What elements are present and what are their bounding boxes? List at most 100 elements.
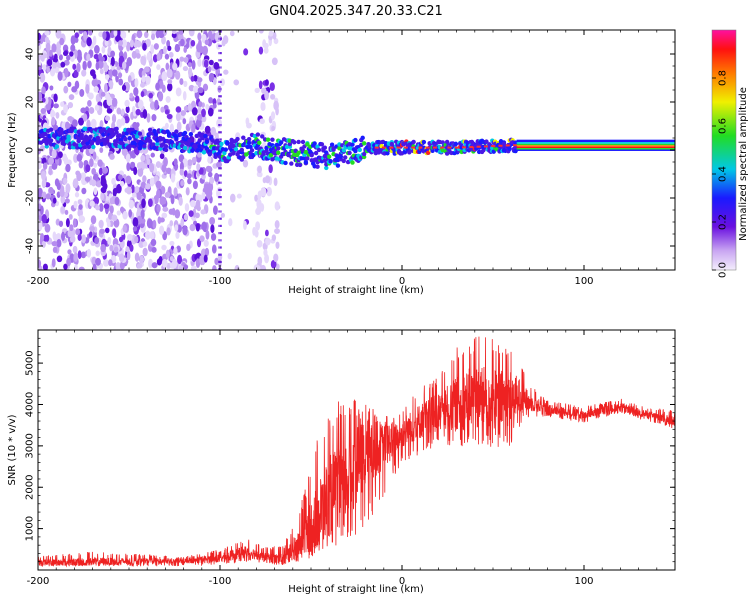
noise-speck [134, 252, 140, 262]
noise-speck [161, 212, 168, 219]
trace-speck [241, 135, 246, 140]
noise-speck [161, 71, 168, 82]
column-speck [218, 59, 220, 62]
noise-speck [111, 214, 118, 222]
trace-speck [305, 142, 310, 147]
noise-speck [271, 234, 277, 242]
noise-speck [89, 200, 95, 207]
noise-speck [210, 233, 217, 241]
noise-speck [46, 66, 51, 73]
noise-speck [120, 108, 125, 116]
trace-peak [498, 144, 503, 147]
noise-speck [91, 168, 97, 175]
noise-speck [159, 196, 165, 206]
column-speck [220, 88, 222, 91]
noise-speck [116, 107, 122, 115]
noise-speck [111, 113, 117, 124]
noise-speck [48, 156, 55, 165]
noise-speck [173, 247, 178, 255]
noise-speck [84, 176, 91, 182]
noise-speck [57, 71, 63, 81]
noise-speck [204, 39, 210, 46]
noise-speck [131, 50, 137, 59]
column-speck [220, 138, 222, 141]
noise-speck [137, 167, 144, 177]
noise-speck [179, 168, 184, 176]
noise-speck [53, 103, 59, 109]
trace-speck [147, 138, 153, 144]
noise-speck [151, 33, 156, 41]
noise-speck [132, 192, 137, 198]
steady-band [516, 146, 675, 149]
column-speck [218, 188, 220, 191]
noise-speck [142, 240, 148, 247]
noise-speck [103, 203, 110, 210]
noise-speck [201, 221, 207, 231]
colorbar-tick-label: 0.4 [718, 166, 729, 182]
noise-speck [146, 113, 151, 123]
steady-band [516, 143, 675, 146]
noise-speck [197, 87, 204, 94]
noise-speck [233, 79, 240, 86]
noise-speck [261, 104, 266, 111]
noise-speck [199, 255, 204, 266]
noise-speck [264, 253, 270, 264]
trace-speck [260, 134, 265, 139]
trace-speck [142, 144, 147, 149]
noise-speck [172, 62, 178, 71]
noise-speck [275, 241, 280, 249]
noise-speck [112, 189, 117, 197]
noise-speck [207, 155, 212, 164]
noise-speck [99, 203, 104, 212]
noise-speck [57, 151, 63, 159]
noise-speck [162, 206, 169, 212]
column-speck [218, 160, 220, 163]
noise-speck [121, 147, 128, 157]
noise-speck [119, 180, 125, 187]
noise-speck [142, 247, 148, 257]
trace-speck [123, 136, 128, 142]
trace-speck [102, 141, 108, 146]
noise-speck [44, 36, 49, 43]
noise-speck [257, 193, 262, 200]
noise-speck [63, 59, 70, 66]
noise-speck [41, 178, 47, 189]
column-speck [220, 239, 222, 242]
noise-speck [106, 96, 113, 107]
noise-speck [257, 256, 263, 266]
colorbar-axis: 0.0 0.2 0.4 0.6 0.8 [712, 70, 729, 278]
trace-speck [223, 147, 229, 152]
noise-speck [121, 39, 128, 48]
trace-speck [137, 146, 143, 151]
noise-speck [86, 119, 91, 130]
noise-speck [168, 69, 173, 78]
noise-speck [126, 251, 131, 261]
column-speck [218, 124, 220, 127]
trace-speck [48, 138, 54, 143]
noise-speck [125, 246, 130, 253]
noise-speck [214, 172, 220, 182]
noise-speck [136, 30, 143, 39]
noise-speck [264, 79, 269, 86]
noise-speck [255, 207, 261, 216]
trace-speck [484, 139, 489, 144]
noise-speck [180, 110, 187, 116]
noise-speck [63, 156, 69, 165]
trace-speck [201, 150, 207, 155]
noise-speck [195, 118, 202, 128]
snr-y-tick-label: 2000 [25, 475, 36, 500]
noise-speck [45, 193, 51, 200]
column-speck [220, 109, 222, 112]
snr-x-tick-label: 0 [399, 576, 405, 587]
noise-speck [52, 246, 58, 253]
noise-speck [95, 205, 100, 211]
snr-y-tick-label: 3000 [25, 433, 36, 458]
noise-speck [104, 227, 110, 234]
noise-speck [174, 224, 179, 232]
trace-speck [335, 163, 341, 168]
noise-speck [216, 161, 222, 168]
noise-speck [108, 69, 113, 79]
column-speck [220, 203, 222, 206]
noise-speck [54, 178, 60, 187]
noise-speck [140, 154, 146, 162]
